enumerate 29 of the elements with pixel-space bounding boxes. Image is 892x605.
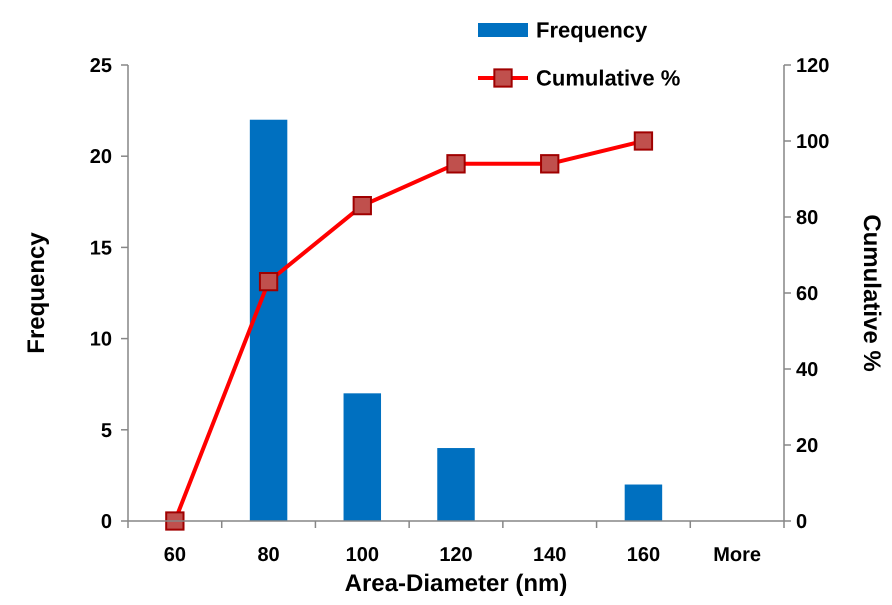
y2-axis-title: Cumulative % xyxy=(858,214,885,372)
x-tick-label: 140 xyxy=(533,544,566,566)
y2-tick-label: 120 xyxy=(796,55,830,77)
y2-tick-label: 0 xyxy=(796,511,808,533)
bar xyxy=(624,484,662,521)
y2-tick-label: 20 xyxy=(796,435,818,457)
bar xyxy=(344,393,382,521)
x-tick-label: 160 xyxy=(626,544,660,566)
x-tick-label: 60 xyxy=(164,544,186,566)
x-tick-label: 120 xyxy=(439,544,473,566)
y-tick-label: 0 xyxy=(100,511,112,533)
y-tick-label: 25 xyxy=(90,55,112,77)
y2-tick-label: 40 xyxy=(796,359,818,381)
bar xyxy=(250,120,288,521)
x-tick-label: 80 xyxy=(257,544,280,566)
y-tick-label: 20 xyxy=(90,146,112,168)
y2-tick-label: 80 xyxy=(796,207,818,229)
x-tick-label: 100 xyxy=(346,544,379,566)
bar xyxy=(437,448,475,521)
y-tick-label: 5 xyxy=(100,420,112,442)
y-tick-label: 15 xyxy=(90,237,112,260)
x-axis-title: Area-Diameter (nm) xyxy=(344,570,568,597)
y-axis-title: Frequency xyxy=(23,232,50,354)
y2-tick-label: 60 xyxy=(796,283,818,305)
legend-label: Frequency xyxy=(536,18,648,43)
legend-label: Cumulative % xyxy=(536,66,680,91)
y2-tick-label: 100 xyxy=(796,131,830,153)
x-tick-label: More xyxy=(713,544,762,566)
y-tick-label: 10 xyxy=(90,328,112,351)
